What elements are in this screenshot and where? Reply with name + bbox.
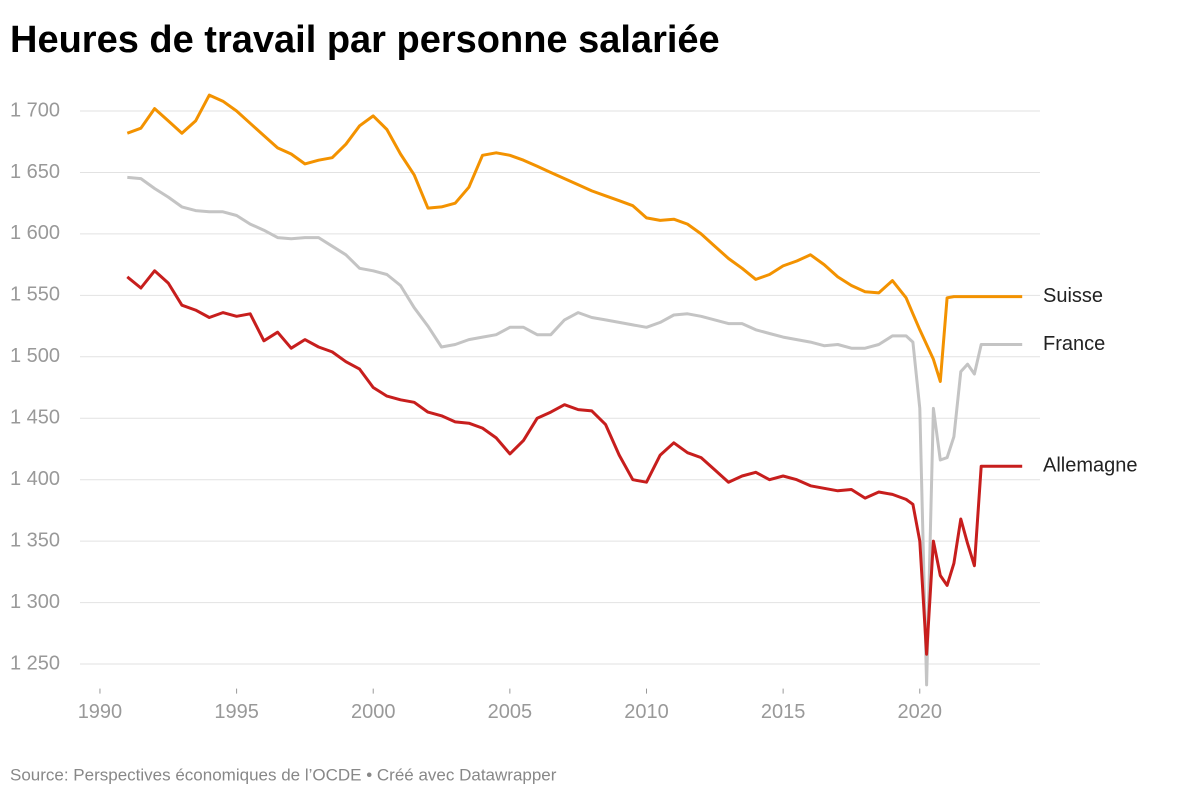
x-tick-label: 2005 (488, 701, 533, 723)
y-tick-label: 1 550 (10, 284, 60, 306)
y-tick-label: 1 300 (10, 591, 60, 613)
y-tick-label: 1 400 (10, 468, 60, 490)
x-tick-label: 2000 (351, 701, 396, 723)
series-label: Allemagne (1043, 454, 1138, 476)
x-tick-label: 1995 (214, 701, 259, 723)
y-tick-label: 1 350 (10, 529, 60, 551)
series-line (127, 175, 1023, 687)
x-tick-label: 2010 (624, 701, 669, 723)
series-label: Suisse (1043, 285, 1103, 307)
x-tick-label: 1990 (78, 701, 123, 723)
y-tick-label: 1 500 (10, 345, 60, 367)
series-line (126, 93, 1023, 383)
y-tick-label: 1 600 (10, 222, 60, 244)
y-tick-label: 1 650 (10, 161, 60, 183)
source: Source: Perspectives économiques de l’OC… (10, 765, 557, 784)
x-tick-label: 2015 (761, 701, 806, 723)
x-tick-label: 2020 (898, 701, 943, 723)
series-label: France (1043, 333, 1105, 355)
y-tick-label: 1 700 (10, 99, 60, 121)
y-tick-label: 1 450 (10, 407, 60, 429)
chart-title: Heures de travail par personne salariée (10, 19, 720, 61)
y-tick-label: 1 250 (10, 652, 60, 674)
series-line (126, 269, 1023, 656)
